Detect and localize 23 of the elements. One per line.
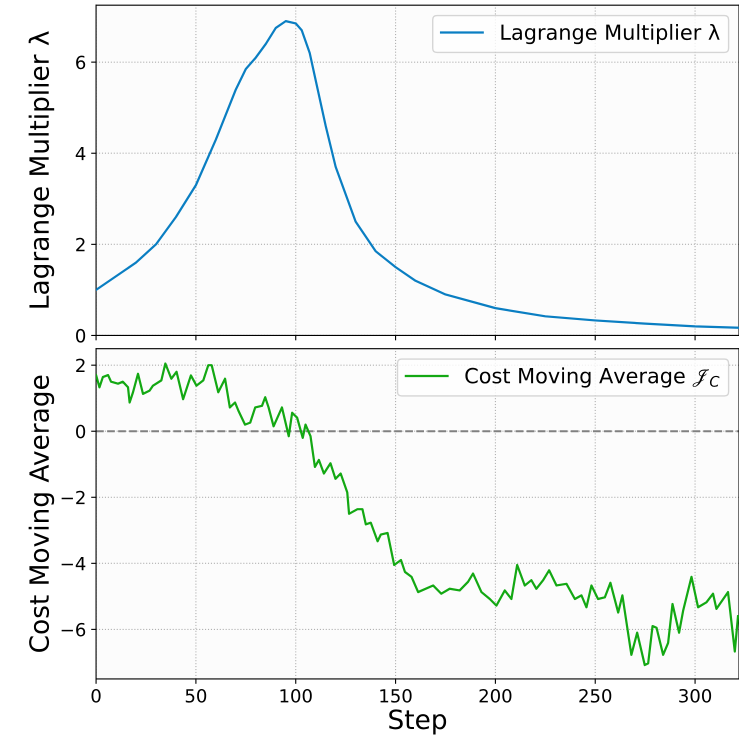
y-tick-label: −4 — [62, 557, 86, 570]
x-tick-label: 0 — [92, 688, 101, 703]
y-tick-label: 6 — [76, 56, 86, 70]
y-tick-label: −2 — [62, 490, 85, 504]
y-tick-label: 2 — [76, 358, 85, 372]
legend-label: Cost Moving Average 𝒥$_{C}$ — [465, 367, 720, 388]
line-series — [96, 20, 739, 329]
line-series — [96, 362, 739, 666]
y-tick-label: −6 — [62, 622, 86, 637]
y-tick-label: 0 — [76, 328, 86, 343]
x-tick-label: 50 — [186, 688, 206, 703]
x-axis-title: Step — [389, 709, 446, 734]
y-axis-title: Lagrange Multiplier λ — [28, 31, 54, 308]
y-tick-label: 2 — [76, 238, 85, 252]
x-tick-label: 100 — [280, 688, 312, 703]
legend-label: Lagrange Multiplier λ — [501, 24, 720, 44]
x-tick-label: 250 — [579, 688, 612, 703]
x-tick-label: 200 — [479, 688, 512, 703]
y-axis-title: Cost Moving Average — [28, 376, 54, 652]
y-tick-label: 0 — [76, 424, 86, 438]
y-tick-label: 4 — [76, 146, 86, 160]
x-tick-label: 300 — [679, 688, 712, 703]
x-tick-label: 150 — [380, 688, 412, 703]
